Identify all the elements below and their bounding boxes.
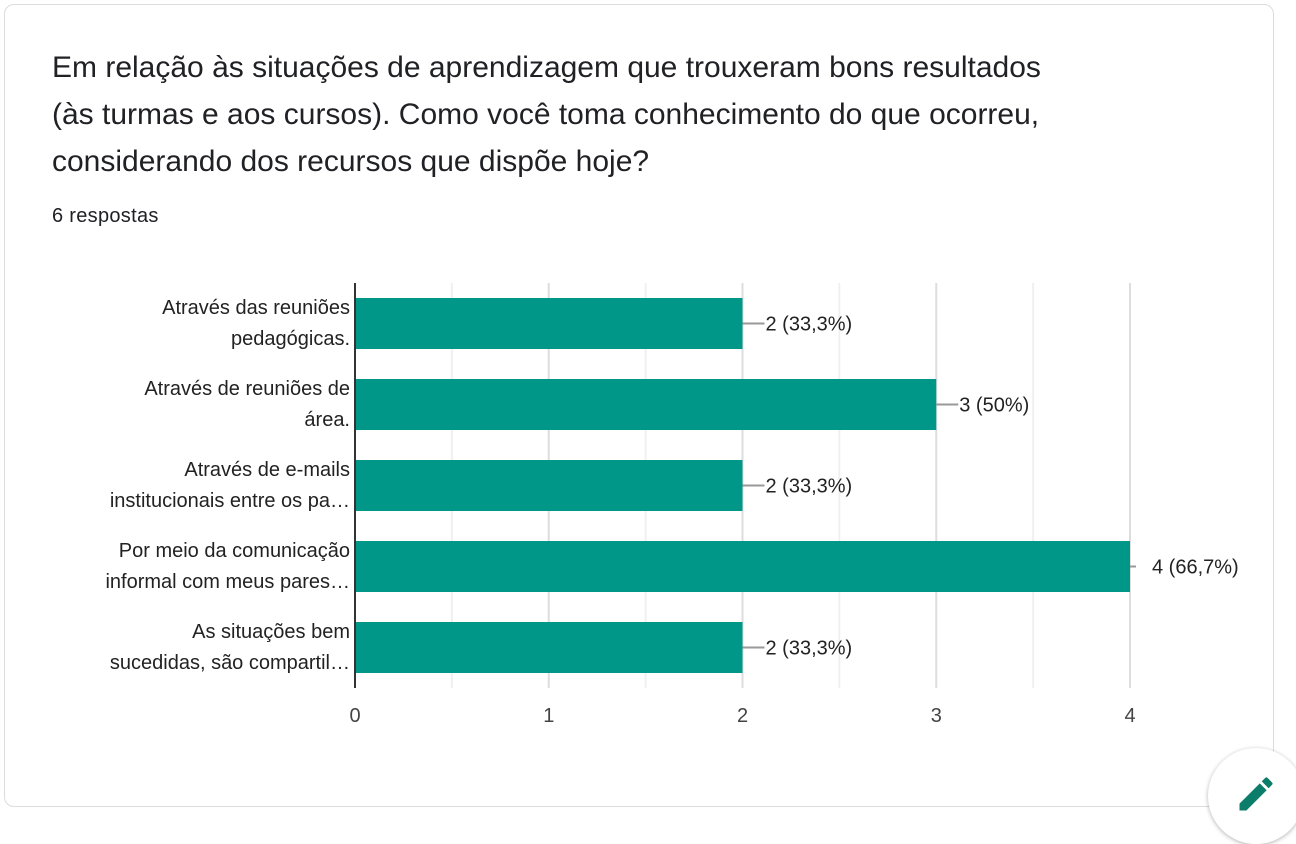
category-label-line: Através de e-mails <box>184 458 350 481</box>
data-label: 2 (33,3%) <box>766 638 853 660</box>
category-label-line: Por meio da comunicação <box>118 539 350 562</box>
question-line-2: (às turmas e aos cursos). Como você toma… <box>52 98 1040 131</box>
bar <box>355 460 743 511</box>
question-line-1: Em relação às situações de aprendizagem … <box>52 51 1041 84</box>
data-label: 4 (66,7%) <box>1152 557 1239 579</box>
x-tick-label: 4 <box>1124 705 1135 727</box>
bar <box>355 541 1130 592</box>
category-label: As situações bem sucedidas, são compartil… <box>50 617 350 679</box>
response-count: 6 respostas <box>52 205 159 227</box>
category-label-line: área. <box>304 408 350 431</box>
bar-chart: 2 (33,3%) 3 (50%) 2 (33,3%) 4 (66,7%) 2 (33,… <box>349 283 1239 727</box>
x-tick-label: 1 <box>543 705 554 727</box>
category-label: Através de reuniões de área. <box>50 374 350 436</box>
category-label-line: pedagógicas. <box>231 327 350 350</box>
bar <box>355 622 743 673</box>
category-label: Através das reuniões pedagógicas. <box>50 293 350 355</box>
category-label: Por meio da comunicação informal com meus… <box>50 536 350 598</box>
category-label-line: Através de reuniões de <box>144 377 350 400</box>
bar <box>355 379 937 430</box>
edit-button[interactable] <box>1208 748 1296 844</box>
category-label-line: Através das reuniões <box>162 296 350 319</box>
pencil-icon <box>1239 777 1273 811</box>
data-label: 2 (33,3%) <box>766 476 853 498</box>
question-line-3: considerando dos recursos que dispõe hoj… <box>52 145 650 178</box>
category-label: Através de e-mails institucionais entre o… <box>50 455 350 517</box>
data-label: 2 (33,3%) <box>766 314 853 336</box>
category-label-line: institucionais entre os pa… <box>109 489 350 512</box>
x-tick-label: 3 <box>931 705 942 727</box>
category-label-line: As situações bem <box>192 620 350 643</box>
x-tick-label: 0 <box>349 705 360 727</box>
x-tick-label: 2 <box>737 705 748 727</box>
data-label: 3 (50%) <box>959 395 1029 417</box>
category-label-line: sucedidas, são compartil… <box>109 651 350 674</box>
question-title: Em relação às situações de aprendizagem … <box>52 44 1172 185</box>
category-label-line: informal com meus pares… <box>105 570 350 593</box>
bar <box>355 298 743 349</box>
